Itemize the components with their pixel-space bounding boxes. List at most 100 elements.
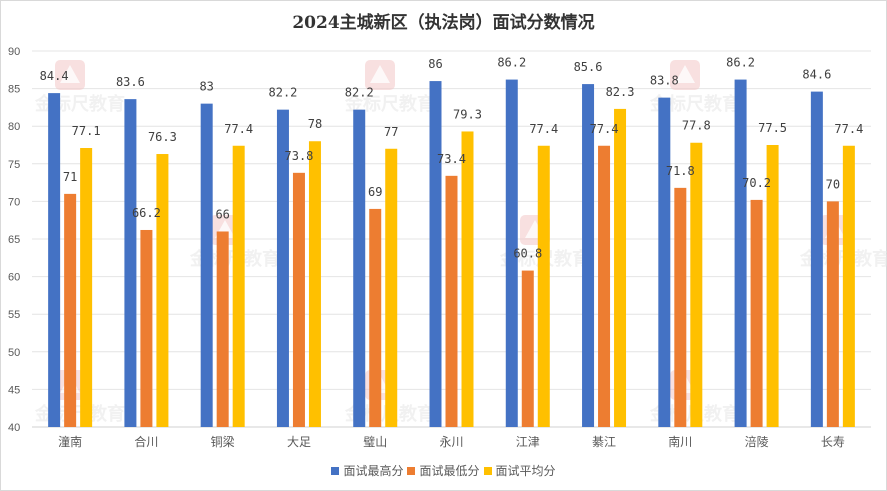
- watermark: 金标尺教育: [344, 60, 435, 115]
- legend: 面试最高分 面试最低分 面试平均分: [0, 462, 887, 479]
- data-label-min: 66: [215, 207, 229, 221]
- bar-max: [353, 109, 366, 427]
- data-label-max: 83.8: [650, 74, 679, 88]
- data-label-min: 73.8: [285, 149, 314, 163]
- bar-max: [48, 93, 61, 427]
- bar-min: [826, 201, 839, 427]
- legend-item-max[interactable]: 面试最高分: [331, 462, 403, 479]
- bar-min: [521, 270, 534, 427]
- y-tick-label: 65: [8, 234, 20, 246]
- data-label-avg: 79.3: [453, 107, 482, 121]
- legend-label: 面试平均分: [495, 464, 556, 478]
- watermark-text: 金标尺教育: [34, 403, 125, 425]
- x-axis-labels: 潼南 合川 铜梁 大足 璧山 永川 江津 綦江 南川 涪陵 长寿: [58, 434, 845, 449]
- x-tick-label: 南川: [668, 434, 692, 449]
- bar-avg: [385, 148, 398, 427]
- x-tick-label: 潼南: [58, 434, 82, 449]
- bar-max: [429, 81, 442, 427]
- data-label-max: 86: [428, 57, 442, 71]
- watermark: 金标尺教育: [649, 60, 740, 115]
- bar-avg: [308, 141, 321, 428]
- y-tick-label: 55: [8, 309, 20, 321]
- bar-min: [674, 187, 687, 427]
- data-label-max: 84.6: [802, 68, 831, 82]
- y-tick-label: 50: [8, 347, 20, 359]
- legend-item-avg[interactable]: 面试平均分: [483, 462, 556, 479]
- bar-avg: [156, 154, 169, 428]
- watermark-text: 金标尺教育: [34, 93, 125, 115]
- y-tick-label: 85: [8, 84, 20, 96]
- data-label-max: 86.2: [497, 56, 526, 70]
- bar-min: [445, 175, 458, 427]
- x-tick-label: 铜梁: [211, 434, 235, 449]
- data-label-avg: 77.8: [682, 119, 711, 133]
- bar-avg: [842, 145, 855, 427]
- pyramid-logo-icon: [55, 60, 85, 90]
- bar-min: [64, 193, 77, 427]
- bar-max: [505, 79, 518, 428]
- legend-swatch: [483, 467, 492, 475]
- bar-max: [810, 91, 823, 427]
- data-label-avg: 78: [308, 117, 322, 131]
- watermark-text: 金标尺教育: [649, 93, 740, 115]
- bars: [48, 79, 855, 428]
- bar-max: [276, 109, 289, 427]
- data-label-min: 60.8: [513, 247, 542, 261]
- data-label-max: 82.2: [345, 86, 374, 100]
- y-tick-label: 45: [8, 384, 20, 396]
- y-tick-label: 90: [8, 46, 20, 58]
- data-label-avg: 82.3: [606, 85, 635, 99]
- x-tick-label: 璧山: [363, 434, 387, 449]
- pyramid-logo-icon: [670, 60, 700, 90]
- data-label-min: 71: [63, 170, 77, 184]
- data-label-avg: 77.4: [529, 122, 558, 136]
- bar-min: [369, 208, 382, 427]
- data-label-avg: 77.1: [72, 124, 101, 138]
- x-tick-label: 涪陵: [745, 434, 769, 449]
- bar-avg: [690, 142, 703, 427]
- bar-min: [750, 199, 763, 427]
- data-label-min: 66.2: [132, 206, 161, 220]
- x-tick-label: 长寿: [821, 435, 845, 449]
- bar-max: [658, 97, 671, 428]
- bar-avg: [461, 131, 474, 428]
- data-label-min: 71.8: [666, 164, 695, 178]
- pyramid-logo-icon: [365, 60, 395, 90]
- data-label-avg: 77.4: [224, 122, 253, 136]
- watermark-text: 金标尺教育: [344, 93, 435, 115]
- x-tick-label: 綦江: [592, 435, 616, 449]
- data-label-min: 73.4: [437, 152, 466, 166]
- legend-swatch: [407, 467, 416, 475]
- data-label-max: 82.2: [269, 86, 298, 100]
- bar-avg: [80, 148, 93, 427]
- bar-min: [216, 231, 229, 427]
- data-label-max: 83: [199, 80, 213, 94]
- y-tick-label: 80: [8, 121, 20, 133]
- x-tick-label: 大足: [287, 435, 311, 449]
- bar-max: [582, 84, 595, 427]
- data-label-max: 83.6: [116, 75, 145, 89]
- y-axis-labels: 40 45 50 55 60 65 70 75 80 85 90: [8, 46, 20, 434]
- x-tick-label: 江津: [516, 435, 540, 449]
- legend-item-min[interactable]: 面试最低分: [407, 462, 480, 479]
- bar-avg: [766, 145, 779, 427]
- bar-max: [124, 99, 137, 428]
- data-labels: 84.4 71 77.1 83.6 66.2 76.3 83 66 77.4 82.2 73.8 78…: [40, 56, 864, 261]
- legend-label: 面试最低分: [419, 464, 480, 478]
- bar-min: [598, 145, 611, 427]
- bar-avg: [614, 108, 627, 428]
- data-label-avg: 76.3: [148, 130, 177, 144]
- data-label-min: 69: [368, 185, 382, 199]
- y-tick-label: 40: [8, 422, 20, 434]
- watermark: 金标尺教育: [34, 370, 125, 425]
- y-tick-label: 75: [8, 159, 20, 171]
- x-tick-label: 合川: [134, 434, 158, 449]
- chart-title: 2024主城新区（执法岗）面试分数情况: [292, 13, 595, 33]
- bar-avg: [537, 145, 550, 427]
- x-tick-label: 永川: [439, 435, 463, 449]
- bar-max: [734, 79, 747, 428]
- legend-label: 面试最高分: [343, 464, 404, 478]
- data-label-min: 70.2: [742, 176, 771, 190]
- data-label-max: 86.2: [726, 56, 755, 70]
